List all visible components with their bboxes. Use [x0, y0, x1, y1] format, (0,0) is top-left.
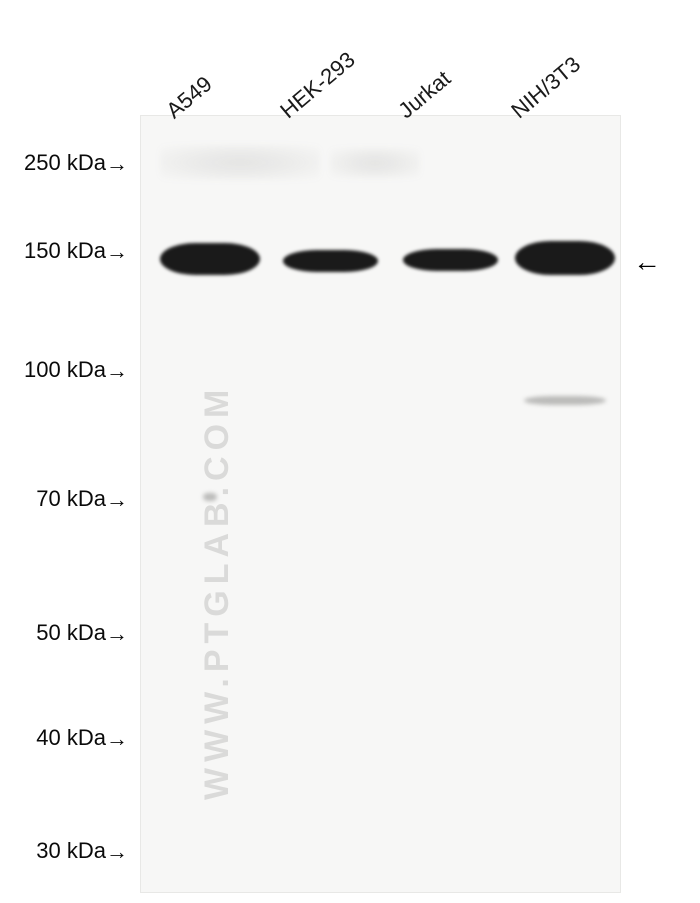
- lane-label-3: NIH/3T3: [506, 51, 585, 124]
- band-lane2-main: [403, 249, 498, 271]
- marker-30: 30 kDa→: [36, 838, 128, 865]
- marker-40: 40 kDa→: [36, 725, 128, 752]
- target-band-arrow: ←: [633, 246, 661, 278]
- marker-100: 100 kDa→: [24, 357, 128, 384]
- band-lane3-faint: [524, 396, 606, 405]
- band-lane1-main: [283, 250, 378, 272]
- marker-50: 50 kDa→: [36, 620, 128, 647]
- marker-150: 150 kDa→: [24, 238, 128, 265]
- smudge-0: [160, 145, 320, 180]
- band-lane3-main: [515, 241, 615, 275]
- marker-250: 250 kDa→: [24, 150, 128, 177]
- lane-label-1: HEK-293: [275, 47, 360, 124]
- watermark-text: WWW.PTGLAB.COM: [198, 384, 237, 800]
- blot-figure: A549 HEK-293 Jurkat NIH/3T3 250 kDa→ 150…: [0, 0, 700, 903]
- marker-70: 70 kDa→: [36, 486, 128, 513]
- smudge-1: [330, 148, 420, 178]
- band-lane0-main: [160, 243, 260, 275]
